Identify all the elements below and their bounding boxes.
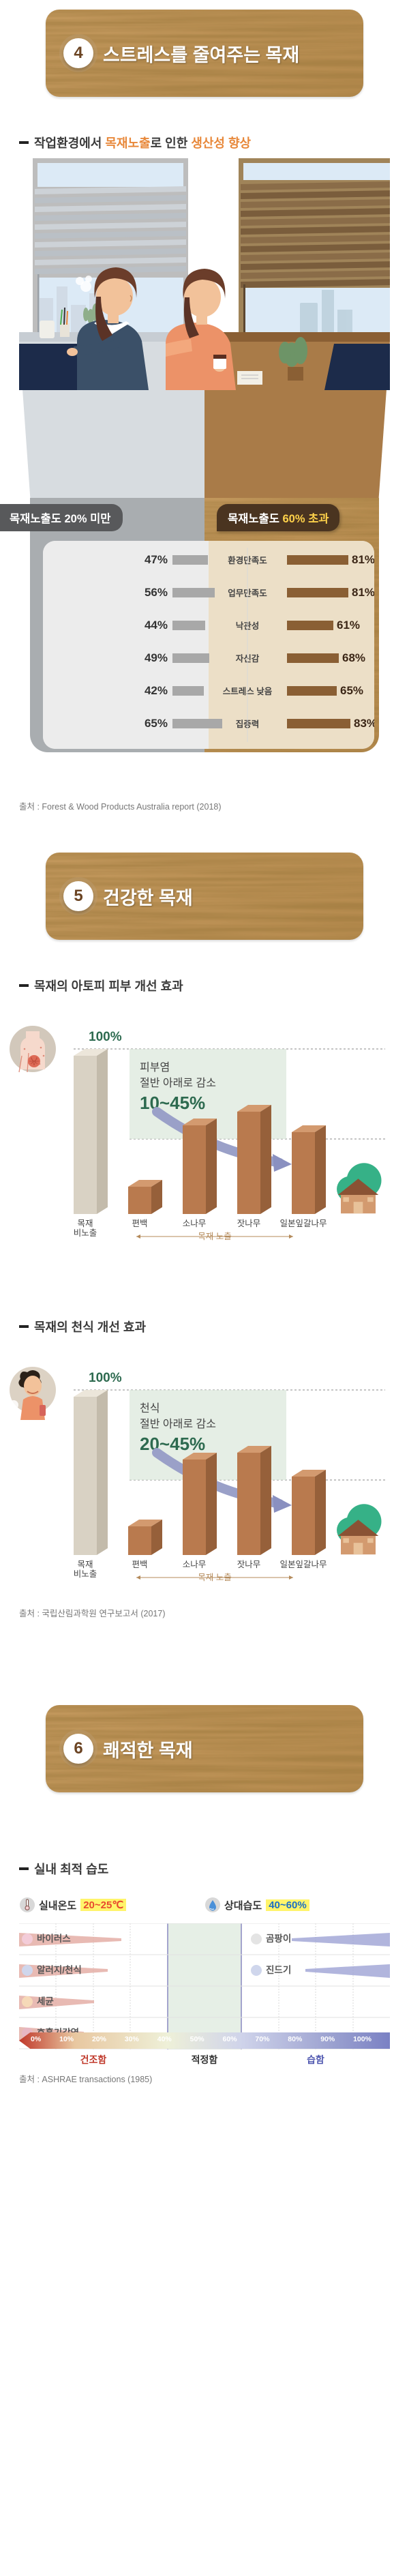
svg-text:47%: 47% <box>145 553 168 566</box>
svg-text:83%: 83% <box>354 717 374 730</box>
svg-text:65%: 65% <box>340 684 363 697</box>
svg-text:비노출: 비노출 <box>74 1228 97 1238</box>
svg-text:목재 노출: 목재 노출 <box>198 1573 231 1582</box>
svg-text:천식: 천식 <box>140 1402 160 1415</box>
svg-text:목재: 목재 <box>77 1219 93 1228</box>
svg-text:42%: 42% <box>145 684 168 697</box>
svg-text:소나무: 소나무 <box>183 1560 207 1569</box>
svg-text:49%: 49% <box>145 651 168 664</box>
svg-text:68%: 68% <box>342 651 365 664</box>
svg-text:바이러스: 바이러스 <box>37 1933 71 1944</box>
svg-text:비노출: 비노출 <box>74 1569 97 1579</box>
svg-text:61%: 61% <box>337 619 360 632</box>
svg-text:세균: 세균 <box>37 1996 54 2007</box>
svg-text:일본잎갈나무: 일본잎갈나무 <box>279 1560 327 1569</box>
svg-text:81%: 81% <box>352 586 374 599</box>
svg-text:10~45%: 10~45% <box>140 1093 205 1113</box>
svg-text:진드기: 진드기 <box>266 1964 291 1975</box>
svg-text:44%: 44% <box>145 619 168 632</box>
svg-text:잣나무: 잣나무 <box>237 1560 261 1569</box>
svg-text:잣나무: 잣나무 <box>237 1219 261 1228</box>
svg-text:피부염: 피부염 <box>140 1061 170 1074</box>
svg-text:소나무: 소나무 <box>183 1219 207 1228</box>
svg-text:56%: 56% <box>145 586 168 599</box>
svg-text:편백: 편백 <box>132 1219 147 1228</box>
svg-text:목재 노출: 목재 노출 <box>198 1232 231 1241</box>
svg-text:일본잎갈나무: 일본잎갈나무 <box>279 1219 327 1228</box>
svg-text:곰팡이: 곰팡이 <box>266 1933 291 1944</box>
svg-text:100%: 100% <box>89 1030 122 1044</box>
svg-text:편백: 편백 <box>132 1560 147 1569</box>
svg-text:65%: 65% <box>145 717 168 730</box>
svg-text:목재: 목재 <box>77 1560 93 1569</box>
svg-text:알러지/천식: 알러지/천식 <box>37 1965 82 1975</box>
svg-text:81%: 81% <box>352 553 374 566</box>
svg-text:100%: 100% <box>89 1371 122 1385</box>
svg-text:20~45%: 20~45% <box>140 1434 205 1454</box>
svg-text:절반 아래로 감소: 절반 아래로 감소 <box>140 1077 216 1089</box>
svg-text:절반 아래로 감소: 절반 아래로 감소 <box>140 1418 216 1430</box>
